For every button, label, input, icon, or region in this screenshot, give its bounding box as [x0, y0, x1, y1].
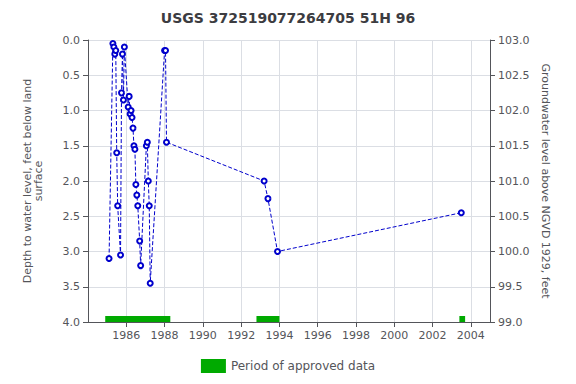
svg-text:103.0: 103.0	[498, 34, 530, 47]
svg-text:2002: 2002	[419, 329, 447, 342]
svg-text:100.0: 100.0	[498, 245, 530, 258]
svg-text:99.0: 99.0	[498, 316, 523, 329]
svg-text:1986: 1986	[112, 329, 140, 342]
svg-text:100.5: 100.5	[498, 210, 530, 223]
svg-text:2.0: 2.0	[63, 175, 81, 188]
svg-text:102.0: 102.0	[498, 104, 530, 117]
svg-text:101.0: 101.0	[498, 175, 530, 188]
svg-text:1994: 1994	[265, 329, 293, 342]
svg-text:0.0: 0.0	[63, 34, 81, 47]
svg-text:0.5: 0.5	[63, 69, 81, 82]
svg-text:surface: surface	[32, 160, 45, 201]
svg-text:Groundwater level above NGVD 1: Groundwater level above NGVD 1929, feet	[539, 63, 552, 299]
svg-text:3.5: 3.5	[63, 280, 81, 293]
svg-text:102.5: 102.5	[498, 69, 530, 82]
svg-text:Depth to water level, feet bel: Depth to water level, feet below land	[21, 78, 34, 284]
svg-text:USGS 372519077264705 51H 96: USGS 372519077264705 51H 96	[161, 10, 415, 26]
svg-text:101.5: 101.5	[498, 139, 530, 152]
svg-text:1996: 1996	[304, 329, 332, 342]
svg-text:1992: 1992	[227, 329, 255, 342]
svg-text:3.0: 3.0	[63, 245, 81, 258]
svg-text:1988: 1988	[151, 329, 179, 342]
svg-text:2.5: 2.5	[63, 210, 81, 223]
svg-text:2000: 2000	[380, 329, 408, 342]
svg-text:1990: 1990	[189, 329, 217, 342]
svg-text:Period of approved data: Period of approved data	[231, 359, 375, 373]
svg-text:2004: 2004	[457, 329, 485, 342]
svg-text:4.0: 4.0	[63, 316, 81, 329]
svg-text:1.0: 1.0	[63, 104, 81, 117]
svg-text:99.5: 99.5	[498, 280, 523, 293]
svg-text:1.5: 1.5	[63, 139, 81, 152]
svg-text:1998: 1998	[342, 329, 370, 342]
